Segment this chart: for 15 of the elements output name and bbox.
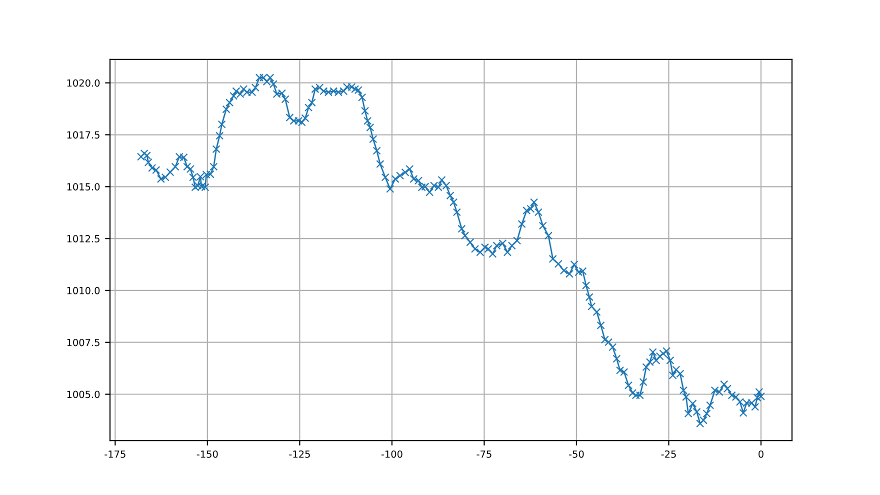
y-tick-label: 1012.5 — [67, 235, 100, 242]
x-tick-label: 0 — [758, 450, 764, 458]
x-tick-label: -175 — [104, 450, 126, 458]
x-tick-label: -50 — [569, 450, 584, 458]
y-tick-label: 1010.0 — [67, 286, 100, 294]
x-tick-label: -75 — [476, 450, 492, 458]
x-tick-label: -125 — [289, 450, 310, 458]
x-tick-label: -150 — [196, 450, 218, 458]
y-tick-label: 1017.5 — [67, 131, 100, 139]
x-tick-label: -25 — [661, 450, 676, 458]
y-tick-label: 1015.0 — [67, 183, 100, 190]
x-tick-label: -100 — [381, 450, 402, 458]
y-tick-label: 1005.0 — [67, 390, 100, 398]
y-tick-label: 1020.0 — [67, 79, 100, 87]
y-tick-label: 1007.5 — [67, 338, 100, 346]
